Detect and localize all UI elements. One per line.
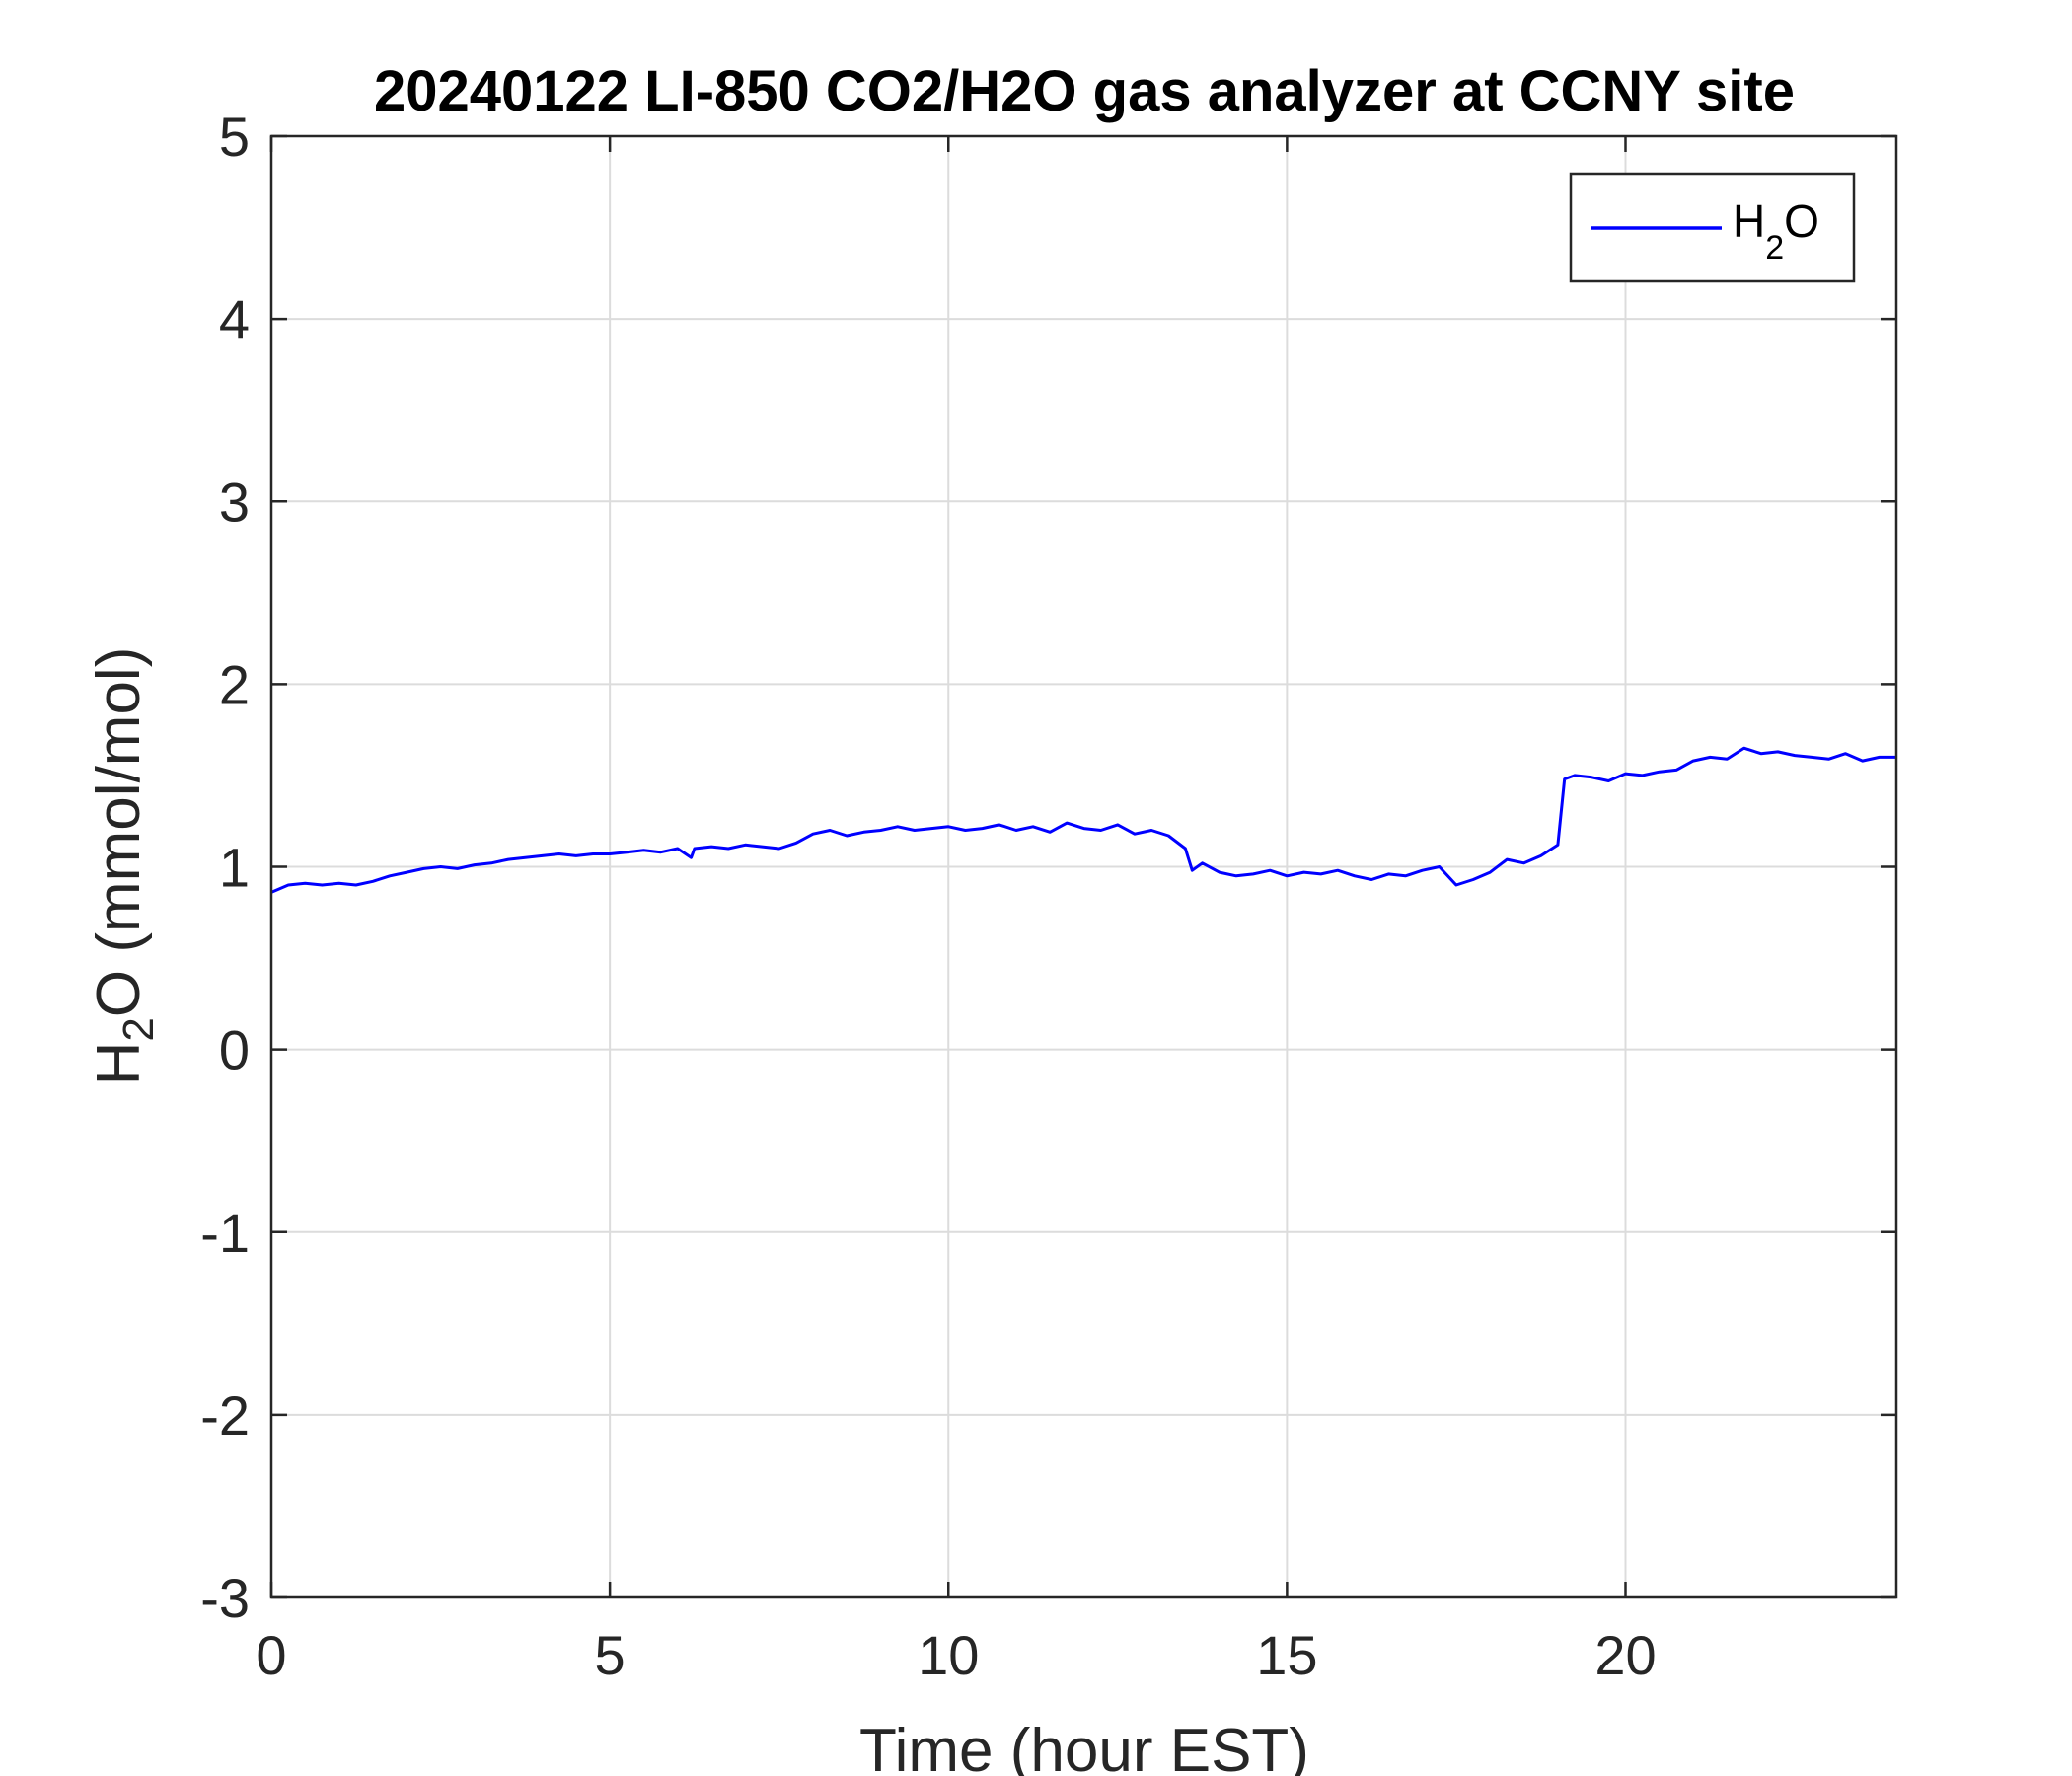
y-axis-label-rest: O (mmol/mol) [85,647,153,1017]
y-axis-label-main: H [85,1042,153,1086]
legend-label-sub: 2 [1765,229,1784,266]
x-tick-label: 10 [918,1624,979,1686]
legend: H2O [1569,172,1856,283]
y-axis-label: H2O (mmol/mol) [85,647,163,1086]
x-tick-label: 20 [1594,1624,1656,1686]
x-axis-label: Time (hour EST) [859,1717,1309,1776]
legend-label-main: H [1733,195,1765,247]
legend-label-rest: O [1784,195,1819,247]
x-tick-label: 15 [1256,1624,1317,1686]
chart-title: 20240122 LI-850 CO2/H2O gas analyzer at … [374,59,1795,123]
y-tick-label: 0 [219,1019,250,1081]
series-layer [270,746,1896,894]
x-tick-label: 0 [256,1624,286,1686]
y-tick-label: 2 [219,653,250,715]
label-layer: 0 5 10 15 20 -3 -2 -1 0 1 2 3 4 5 [200,106,1656,1686]
y-tick-label: 5 [219,106,250,168]
y-axis-label-sub: 2 [114,1017,163,1041]
legend-label-h2o: H2O [1733,195,1819,266]
y-tick-label: 3 [219,471,250,533]
x-tick-label: 5 [595,1624,626,1686]
plot-frame [269,134,1898,1599]
grid-layer [271,136,1896,1597]
y-tick-label: -2 [200,1384,250,1446]
y-tick-label: 4 [219,288,250,350]
y-tick-label: -1 [200,1202,250,1264]
y-tick-label: 1 [219,837,250,899]
series-line-h2o [270,746,1896,894]
y-tick-label: -3 [200,1567,250,1629]
